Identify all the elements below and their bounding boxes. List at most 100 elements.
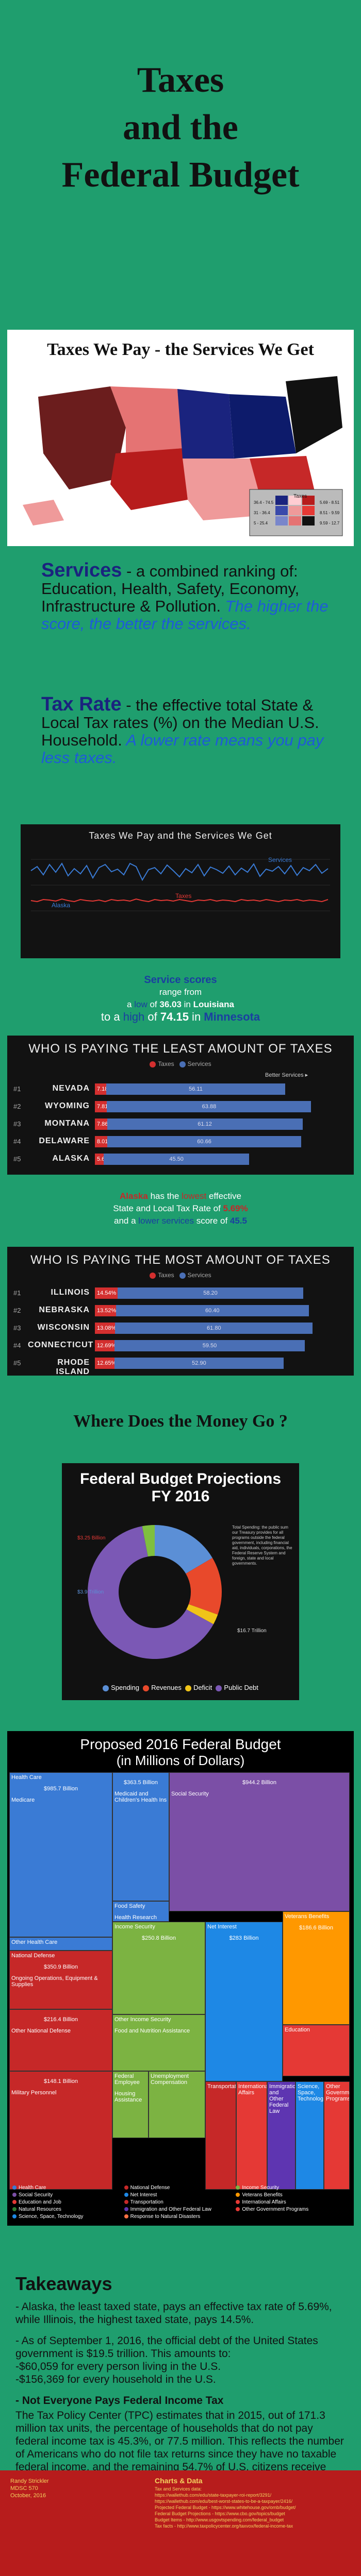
scores-l4: to a high of 74.15 in Minnesota bbox=[101, 1010, 260, 1023]
map-legend-col-1: 5.69 - 8.51 bbox=[320, 500, 340, 505]
map-legend-row-2: 31 - 36.4 bbox=[254, 511, 270, 515]
map-region-plains bbox=[177, 389, 234, 459]
treemap-cell-value: $283 Billion bbox=[229, 1935, 259, 1941]
footer-source-2[interactable]: https://wallethub.com/edu/state-taxpayer… bbox=[155, 2493, 272, 2498]
most-services-bar: 52.90 bbox=[114, 1358, 284, 1369]
most-tax-bar: 12.69% bbox=[95, 1340, 116, 1351]
treemap-title-l2: (in Millions of Dollars) bbox=[116, 1753, 245, 1768]
least-taxes-card: WHO IS PAYING THE LEAST AMOUNT OF TAXES … bbox=[7, 1036, 354, 1175]
footer-sources: Charts & Data Tax and Services data: htt… bbox=[155, 2477, 356, 2529]
line-chart-svg bbox=[30, 859, 330, 911]
treemap-cell: Unemployment Compensation bbox=[149, 2071, 205, 2138]
scores-blurb: Service scores range from a low of 36.03… bbox=[77, 974, 284, 1023]
map-title: Taxes We Pay - the Services We Get bbox=[47, 340, 314, 359]
least-better-note: Better Services ▸ bbox=[265, 1072, 308, 1078]
treemap-legend-item: International Affairs bbox=[236, 2199, 348, 2206]
treemap-cell: $216.4 Billion Other National Defense bbox=[9, 2009, 112, 2071]
line-chart-card: Taxes We Pay and the Services We Get Ser… bbox=[21, 824, 340, 958]
map-region-alaska bbox=[23, 500, 64, 526]
treemap-cell: Federal Employee Housing Assistance bbox=[112, 2071, 149, 2138]
treemap-cell: Immigration and Other Federal Law bbox=[267, 2081, 296, 2190]
most-tax-bar: 12.65% bbox=[95, 1358, 116, 1369]
page-title: Taxes and the Federal Budget bbox=[0, 57, 361, 199]
least-services-bar: 60.66 bbox=[107, 1136, 302, 1147]
treemap-cell: $148.1 Billion Military Personnel bbox=[9, 2071, 112, 2190]
treemap-area: Health Care $985.7 Billion Medicare $363.5 … bbox=[9, 1772, 352, 2190]
donut-slice-other bbox=[142, 1525, 155, 1557]
treemap-legend-item: Immigration and Other Federal Law bbox=[124, 2206, 236, 2213]
takeaway-2: - As of September 1, 2016, the official … bbox=[15, 2335, 318, 2385]
treemap-cell: $944.2 Billion Social Security bbox=[169, 1772, 350, 1911]
treemap-cell: Education bbox=[283, 2025, 350, 2076]
least-state-name: NEVADA bbox=[52, 1084, 90, 1093]
donut-chart bbox=[87, 1525, 222, 1659]
footer-source-7[interactable]: Tax facts - http://www.taxpolicycenter.o… bbox=[155, 2523, 293, 2529]
treemap-cell: $363.5 Billion Medicaid and Children's He… bbox=[112, 1772, 169, 1901]
takeaways-heading: Takeaways bbox=[15, 2273, 112, 2294]
money-heading: Where Does the Money Go ? bbox=[73, 1412, 288, 1431]
least-rank: #4 bbox=[13, 1138, 21, 1145]
least-legend-services: Services bbox=[187, 1060, 211, 1067]
alaska-l3: and a lower services score of 45.5 bbox=[114, 1216, 247, 1226]
most-taxes-card: WHO IS PAYING THE MOST AMOUNT OF TAXES T… bbox=[7, 1247, 354, 1376]
footer-source-3[interactable]: https://wallethub.com/edu/best-worst-sta… bbox=[155, 2499, 293, 2504]
taxrate-definition: Tax Rate - the effective total State & L… bbox=[41, 694, 330, 767]
line-chart-services-label: Services bbox=[268, 856, 292, 863]
least-state-name: WYOMING bbox=[45, 1101, 90, 1110]
most-state-name: CONNECTICUT bbox=[28, 1341, 94, 1349]
footer-source-5[interactable]: Federal Budget Projections - https://www… bbox=[155, 2511, 285, 2516]
map-legend-cols: 5.69 - 8.51 8.51 - 9.59 9.59 - 12.7 bbox=[320, 498, 339, 529]
map-legend-row-3: 5 - 25.4 bbox=[254, 521, 268, 526]
most-services-bar: 60.40 bbox=[116, 1305, 309, 1316]
treemap-cell-label: Health Care bbox=[11, 1774, 42, 1781]
most-state-name: WISCONSIN bbox=[37, 1323, 90, 1332]
treemap-legend-item: Transportation bbox=[124, 2199, 236, 2206]
taxes-line bbox=[30, 898, 329, 903]
treemap-cell-label: Other Government Programs bbox=[326, 2083, 350, 2102]
footer-source-1[interactable]: Tax and Services data: bbox=[155, 2486, 202, 2492]
least-state-name: DELAWARE bbox=[39, 1137, 90, 1145]
least-services-bar: 63.88 bbox=[107, 1101, 311, 1112]
treemap-cell: Other Government Programs bbox=[324, 2081, 350, 2190]
donut-legend-deficit: Deficit bbox=[193, 1684, 212, 1691]
donut-slice-deficit bbox=[186, 1604, 218, 1624]
donut-note: Total Spending: the public sum our Treas… bbox=[232, 1525, 292, 1566]
least-row: #5 ALASKA 5.69%45.50 bbox=[7, 1151, 354, 1168]
treemap-cell-value: $186.6 Billion bbox=[299, 1925, 334, 1931]
least-row: #1 NEVADA 7.18% 56.11 bbox=[7, 1081, 354, 1098]
title-line-1: Taxes bbox=[137, 60, 224, 100]
donut-title-l1: Federal Budget Projections bbox=[79, 1470, 282, 1487]
treemap-cell: Veterans Benefits $186.6 Billion bbox=[283, 1911, 350, 2025]
most-state-name: NEBRASKA bbox=[39, 1306, 90, 1314]
treemap-legend-item: Veterans Benefits bbox=[236, 2192, 348, 2199]
map-legend-col-2: 8.51 - 9.59 bbox=[320, 511, 340, 515]
footer-author-block: Randy Strickler MDSC 570 October, 2016 bbox=[10, 2478, 49, 2499]
least-tax-bar: 7.18% bbox=[95, 1083, 113, 1095]
least-rank: #1 bbox=[13, 1085, 21, 1093]
treemap-cell-sub: Other National Defense bbox=[11, 2028, 71, 2034]
services-note: The higher the score, the better the ser… bbox=[41, 597, 329, 633]
treemap-cell: National Defense $350.9 Billion Ongoing Op… bbox=[9, 1951, 112, 2009]
donut-legend: Spending Revenues Deficit Public Debt bbox=[62, 1684, 299, 1691]
treemap-legend-item: Income Security bbox=[236, 2184, 348, 2192]
most-rank: #2 bbox=[13, 1307, 21, 1314]
most-rank: #5 bbox=[13, 1359, 21, 1367]
taxrate-note: A lower rate means you pay less taxes. bbox=[41, 731, 324, 767]
most-row: #5 RHODE ISLAND 12.65% 52.90 bbox=[7, 1355, 354, 1376]
treemap-cell: Other Income Security Food and Nutrition … bbox=[112, 2014, 205, 2071]
treemap-cell: Science, Space, Technology bbox=[296, 2081, 324, 2190]
treemap-cell-value: $985.7 Billion bbox=[43, 1786, 78, 1792]
least-tax-bar: 7.86% bbox=[95, 1118, 113, 1130]
alaska-blurb: Alaska has the lowest effective State an… bbox=[77, 1190, 284, 1227]
treemap-cell-label: Veterans Benefits bbox=[285, 1913, 330, 1920]
takeaway-1: - Alaska, the least taxed state, pays an… bbox=[15, 2301, 332, 2326]
treemap-cell: Other Health Care bbox=[9, 1937, 112, 1951]
treemap-cell: Transportation bbox=[205, 2081, 236, 2190]
title-line-2: and the bbox=[123, 108, 238, 147]
donut-legend-debt: Public Debt bbox=[224, 1684, 258, 1691]
footer-source-4[interactable]: Projected Federal Budget - https://www.w… bbox=[155, 2505, 296, 2510]
scores-l1: Service scores bbox=[144, 974, 217, 986]
map-legend-rows: 36.4 - 74.5 31 - 36.4 5 - 25.4 bbox=[254, 498, 273, 529]
treemap-cell-label: Federal Employee bbox=[114, 2073, 140, 2086]
footer-source-6[interactable]: Budget Items - http://www.usgovtspending… bbox=[155, 2517, 284, 2522]
